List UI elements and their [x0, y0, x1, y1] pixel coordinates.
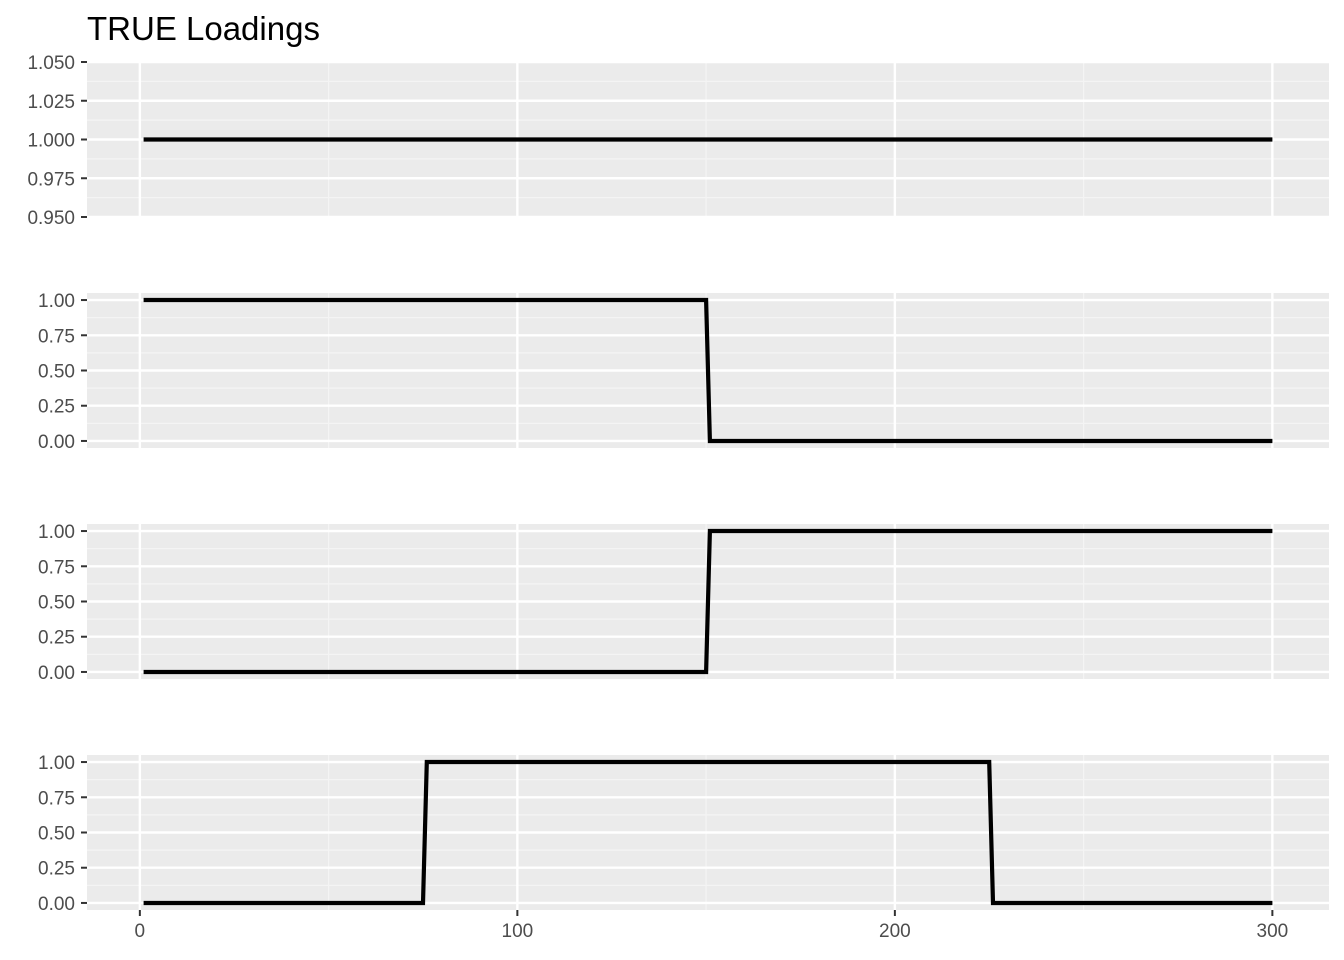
panels: 0.950 0.975 1.000 1.025 1.050 0.00 0.25 0.50 0.7…	[27, 53, 1329, 915]
y-tick-label: 0.25	[38, 859, 75, 880]
y-tick-label: 1.000	[27, 131, 75, 152]
x-tick-label: 0	[135, 921, 146, 942]
chart-title: TRUE Loadings	[87, 10, 320, 47]
panel-2: 0.00 0.25 0.50 0.75 1.00	[38, 291, 1329, 453]
panel-3: 0.00 0.25 0.50 0.75 1.00	[38, 522, 1329, 684]
y-tick-label: 0.00	[38, 432, 75, 453]
y-tick-label: 0.25	[38, 628, 75, 649]
x-axis: 0 100 200 300	[135, 910, 1289, 942]
y-tick-label: 0.25	[38, 397, 75, 418]
y-tick-label: 0.75	[38, 326, 75, 347]
x-tick-label: 200	[879, 921, 911, 942]
loading-line-2	[143, 297, 1273, 444]
y-tick-label: 0.50	[38, 593, 75, 614]
y-tick-label: 0.75	[38, 788, 75, 809]
y-tick-label: 0.00	[38, 894, 75, 915]
y-tick-label: 0.00	[38, 663, 75, 684]
y-tick-label: 1.00	[38, 522, 75, 543]
loading-line-3	[143, 528, 1273, 675]
y-tick-label: 0.950	[27, 208, 75, 229]
y-tick-label: 1.050	[27, 53, 75, 74]
y-tick-label: 1.00	[38, 753, 75, 774]
y-tick-label: 1.025	[27, 92, 75, 113]
y-tick-label: 0.50	[38, 824, 75, 845]
panel-1: 0.950 0.975 1.000 1.025 1.050	[27, 53, 1329, 229]
y-tick-label: 0.975	[27, 169, 75, 190]
x-tick-label: 100	[502, 921, 534, 942]
y-tick-label: 1.00	[38, 291, 75, 312]
y-tick-label: 0.75	[38, 557, 75, 578]
loading-line-4	[143, 759, 1273, 906]
y-tick-label: 0.50	[38, 362, 75, 383]
x-tick-label: 300	[1257, 921, 1289, 942]
panel-4: 0.00 0.25 0.50 0.75 1.00	[38, 753, 1329, 915]
